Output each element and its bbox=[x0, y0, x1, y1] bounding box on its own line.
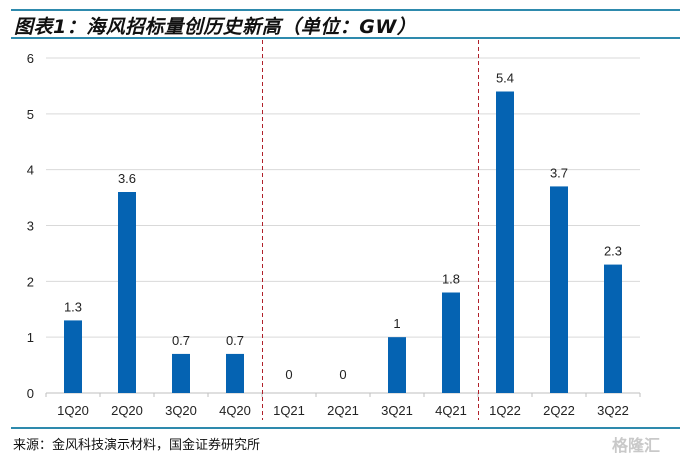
data-label: 0 bbox=[339, 367, 346, 382]
data-label: 0.7 bbox=[172, 333, 190, 348]
data-label: 0 bbox=[285, 367, 292, 382]
bar-1Q22 bbox=[496, 91, 514, 393]
top-rule bbox=[11, 9, 680, 11]
y-tick-label: 1 bbox=[27, 330, 34, 345]
x-tick-label: 4Q21 bbox=[435, 403, 467, 418]
x-tick-label: 3Q20 bbox=[165, 403, 197, 418]
y-tick-label: 2 bbox=[27, 274, 34, 289]
data-labels: 1.3 3.6 0.7 0.7 0 0 1 1.8 5.4 3.7 2.3 bbox=[64, 71, 622, 383]
y-tick-label: 6 bbox=[27, 51, 34, 66]
bar-2Q22 bbox=[550, 186, 568, 393]
bars bbox=[64, 91, 622, 393]
x-tick-label: 3Q21 bbox=[381, 403, 413, 418]
data-label: 1.3 bbox=[64, 299, 82, 314]
x-axis-ticks: 1Q20 2Q20 3Q20 4Q20 1Q21 2Q21 3Q21 4Q21 1Q22 2Q22… bbox=[57, 403, 629, 418]
source-note: 来源：金风科技演示材料，国金证券研究所 bbox=[13, 438, 261, 453]
x-tick-label: 1Q20 bbox=[57, 403, 89, 418]
data-label: 1 bbox=[393, 316, 400, 331]
bottom-rule bbox=[11, 427, 680, 429]
bar-4Q21 bbox=[442, 292, 460, 393]
chart-title: 图表1：海风招标量创历史新高（单位：GW） bbox=[14, 16, 417, 38]
watermark-text: 格隆汇 bbox=[612, 436, 661, 455]
data-label: 5.4 bbox=[496, 71, 514, 86]
bar-3Q20 bbox=[172, 353, 190, 393]
data-label: 3.7 bbox=[550, 165, 568, 180]
y-tick-label: 0 bbox=[27, 386, 34, 401]
y-axis-ticks: 0 1 2 3 4 5 6 bbox=[27, 51, 34, 401]
gridlines bbox=[45, 57, 641, 397]
bar-4Q20 bbox=[226, 353, 244, 393]
x-tick-label: 2Q21 bbox=[327, 403, 359, 418]
y-tick-label: 4 bbox=[27, 163, 34, 178]
x-tick-label: 1Q22 bbox=[489, 403, 521, 418]
x-tick-label: 2Q22 bbox=[543, 403, 575, 418]
bar-2Q20 bbox=[118, 192, 136, 393]
bar-3Q21 bbox=[388, 337, 406, 393]
bar-3Q22 bbox=[604, 264, 622, 393]
period-dividers bbox=[262, 40, 479, 420]
x-tick-label: 2Q20 bbox=[111, 403, 143, 418]
x-tick-label: 1Q21 bbox=[273, 403, 305, 418]
title-underline bbox=[11, 37, 680, 39]
y-tick-label: 3 bbox=[27, 219, 34, 234]
data-label: 2.3 bbox=[604, 244, 622, 259]
y-tick-label: 5 bbox=[27, 107, 34, 122]
bar-chart: 0 1 2 3 4 5 6 1.3 3.6 0.7 0.7 0 0 1 1.8 5.4 3.7 2.3 1Q20… bbox=[27, 40, 641, 420]
data-label: 3.6 bbox=[118, 171, 136, 186]
data-label: 0.7 bbox=[226, 333, 244, 348]
watermark-logo: 格隆汇 bbox=[612, 432, 660, 456]
data-label: 1.8 bbox=[442, 272, 460, 287]
x-tick-label: 4Q20 bbox=[219, 403, 251, 418]
x-tick-label: 3Q22 bbox=[597, 403, 629, 418]
bar-1Q20 bbox=[64, 320, 82, 393]
